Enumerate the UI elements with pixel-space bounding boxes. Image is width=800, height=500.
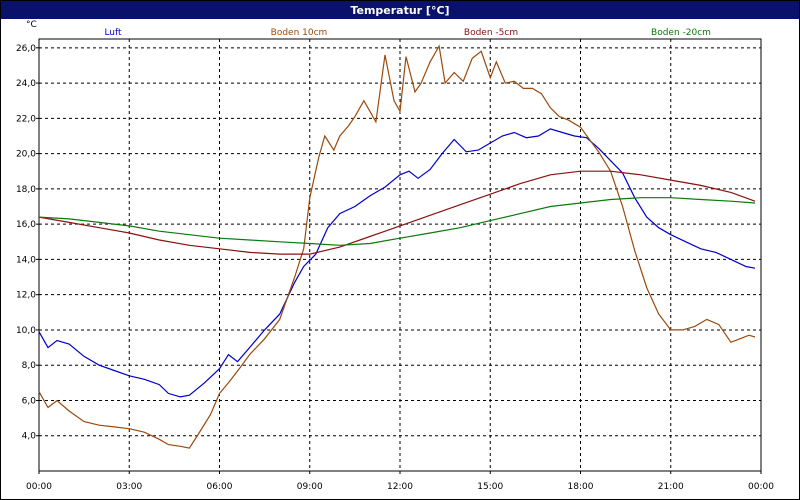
legend-item: Boden 10cm — [271, 28, 328, 38]
x-tick-time: 09:00 — [297, 482, 323, 492]
y-tick-label: 6,0 — [22, 396, 37, 406]
y-tick-label: 26,0 — [16, 44, 36, 54]
x-tick-time: 15:00 — [477, 482, 503, 492]
x-tick-time: 18:00 — [568, 482, 594, 492]
chart-title: Temperatur [°C] — [1, 1, 799, 19]
x-tick-time: 00:00 — [26, 482, 52, 492]
series-line-luft — [38, 128, 756, 398]
x-tick-time: 06:00 — [207, 482, 233, 492]
y-tick-label: 12,0 — [16, 291, 36, 301]
legend: Luft Boden 10cm Boden -5cm Boden -20cm — [104, 28, 711, 38]
y-tick-label: 4,0 — [22, 432, 37, 442]
x-tick-time: 12:00 — [387, 482, 413, 492]
y-tick-label: 14,0 — [16, 255, 36, 265]
x-tick-time: 00:00 — [748, 482, 774, 492]
y-axis-ticks: 26,0 24,0 22,0 20,0 18,0 16,0 14,0 12,0 10,0 8,0 6… — [16, 44, 39, 442]
x-tick-time: 03:00 — [116, 482, 142, 492]
x-tick-time: 21:00 — [658, 482, 684, 492]
y-axis-label: °C — [26, 20, 37, 30]
y-tick-label: 8,0 — [22, 361, 37, 371]
x-axis-ticks: 00:0019.05.2303:0019.05.2306:0019.05.230… — [26, 471, 774, 492]
y-tick-label: 18,0 — [16, 185, 36, 195]
series-line-boden-20cm — [38, 197, 756, 246]
series-line-boden-10cm — [38, 44, 756, 449]
series-lines — [38, 44, 756, 449]
y-tick-label: 24,0 — [16, 79, 36, 89]
temperature-chart: 26,0 24,0 22,0 20,0 18,0 16,0 14,0 12,0 10,0 8,0 6… — [16, 20, 774, 492]
y-tick-label: 10,0 — [16, 326, 36, 336]
legend-item: Boden -20cm — [651, 28, 711, 38]
legend-item: Boden -5cm — [464, 28, 518, 38]
y-tick-label: 20,0 — [16, 150, 36, 160]
series-line-boden-5cm — [38, 170, 756, 255]
y-tick-label: 22,0 — [16, 114, 36, 124]
grid-lines — [39, 39, 761, 471]
legend-item: Luft — [104, 28, 122, 38]
y-tick-label: 16,0 — [16, 220, 36, 230]
